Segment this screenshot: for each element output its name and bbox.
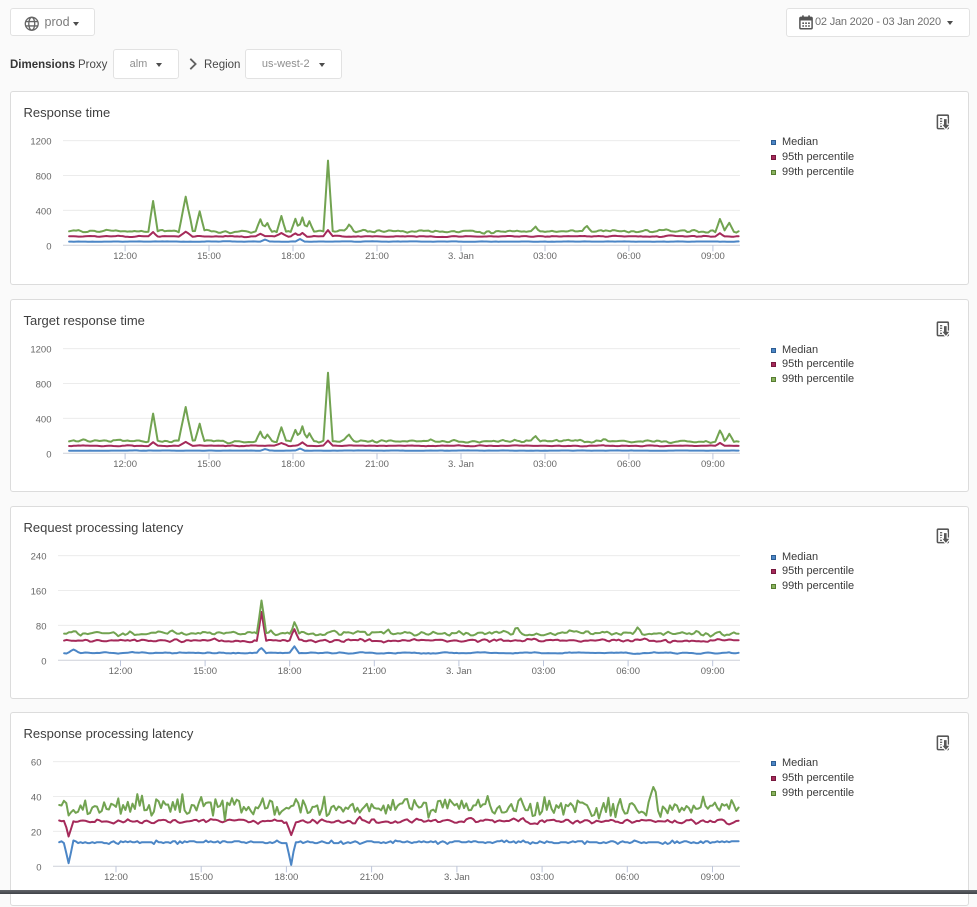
svg-text:21:00: 21:00: [365, 251, 389, 262]
svg-text:18:00: 18:00: [275, 872, 299, 883]
svg-text:800: 800: [36, 379, 52, 390]
svg-text:06:00: 06:00: [617, 459, 641, 470]
svg-text:21:00: 21:00: [365, 459, 389, 470]
svg-text:3. Jan: 3. Jan: [446, 666, 472, 677]
svg-text:400: 400: [36, 414, 52, 425]
svg-text:18:00: 18:00: [278, 666, 302, 677]
svg-text:09:00: 09:00: [701, 872, 725, 883]
svg-text:15:00: 15:00: [189, 872, 213, 883]
svg-text:18:00: 18:00: [281, 459, 305, 470]
svg-text:1200: 1200: [30, 137, 51, 148]
svg-text:06:00: 06:00: [617, 251, 641, 262]
svg-text:06:00: 06:00: [616, 666, 640, 677]
svg-text:09:00: 09:00: [701, 666, 725, 677]
svg-text:15:00: 15:00: [197, 251, 221, 262]
svg-text:12:00: 12:00: [104, 872, 128, 883]
svg-text:03:00: 03:00: [532, 666, 556, 677]
svg-text:09:00: 09:00: [701, 251, 725, 262]
svg-text:0: 0: [41, 656, 46, 667]
svg-text:60: 60: [31, 758, 42, 769]
svg-text:18:00: 18:00: [281, 251, 305, 262]
svg-text:03:00: 03:00: [533, 459, 557, 470]
svg-text:12:00: 12:00: [113, 459, 137, 470]
svg-text:160: 160: [31, 586, 47, 597]
svg-text:0: 0: [46, 449, 51, 460]
svg-text:21:00: 21:00: [360, 872, 384, 883]
svg-text:12:00: 12:00: [113, 251, 137, 262]
svg-text:3. Jan: 3. Jan: [448, 459, 474, 470]
svg-text:21:00: 21:00: [362, 666, 386, 677]
svg-text:15:00: 15:00: [193, 666, 217, 677]
svg-text:15:00: 15:00: [197, 459, 221, 470]
svg-text:20: 20: [31, 828, 42, 839]
svg-text:40: 40: [31, 793, 42, 804]
svg-text:06:00: 06:00: [615, 872, 639, 883]
svg-text:03:00: 03:00: [533, 251, 557, 262]
svg-text:0: 0: [36, 862, 41, 873]
svg-text:03:00: 03:00: [530, 872, 554, 883]
svg-text:240: 240: [31, 551, 47, 562]
svg-text:800: 800: [36, 172, 52, 183]
svg-text:09:00: 09:00: [701, 459, 725, 470]
svg-text:12:00: 12:00: [109, 666, 133, 677]
svg-text:80: 80: [36, 621, 47, 632]
svg-text:400: 400: [36, 206, 52, 217]
svg-text:3. Jan: 3. Jan: [444, 872, 470, 883]
svg-text:0: 0: [46, 241, 51, 252]
svg-text:3. Jan: 3. Jan: [448, 251, 474, 262]
svg-text:1200: 1200: [30, 344, 51, 355]
